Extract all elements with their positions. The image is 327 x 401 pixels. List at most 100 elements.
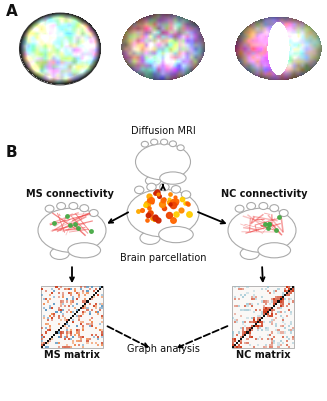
Bar <box>64 317 66 319</box>
Bar <box>238 340 240 342</box>
Bar <box>267 309 269 311</box>
Bar <box>250 336 253 338</box>
Bar <box>236 305 238 307</box>
Bar <box>280 298 282 300</box>
Bar <box>238 346 240 348</box>
Bar <box>247 329 249 332</box>
Bar <box>101 336 103 338</box>
Bar <box>280 311 282 313</box>
Bar <box>250 329 253 332</box>
Bar <box>41 286 103 348</box>
Bar <box>250 321 253 323</box>
Bar <box>286 336 288 338</box>
Bar <box>91 325 93 327</box>
Bar <box>271 315 273 317</box>
Bar <box>60 327 62 329</box>
Bar <box>269 346 271 348</box>
Bar <box>72 296 74 298</box>
Bar <box>278 307 280 309</box>
Bar <box>284 327 286 329</box>
Bar <box>97 344 99 346</box>
Ellipse shape <box>135 144 191 180</box>
Bar <box>41 288 43 290</box>
Bar <box>53 313 56 315</box>
Bar <box>84 311 86 313</box>
Bar <box>70 334 72 336</box>
Bar <box>82 344 84 346</box>
Bar <box>53 315 56 317</box>
Bar <box>66 288 68 290</box>
Bar <box>70 302 72 305</box>
Bar <box>273 336 275 338</box>
Bar <box>66 319 68 321</box>
Bar <box>238 344 240 346</box>
Bar <box>249 327 250 329</box>
Bar <box>232 317 234 319</box>
Bar <box>234 321 236 323</box>
Bar <box>64 319 66 321</box>
Bar <box>101 286 103 288</box>
Bar <box>66 329 68 332</box>
Bar <box>240 340 242 342</box>
Bar <box>58 342 60 344</box>
Bar <box>250 296 253 298</box>
Ellipse shape <box>228 208 296 253</box>
Bar <box>290 311 292 313</box>
Bar <box>62 296 64 298</box>
Bar <box>261 338 263 340</box>
Bar <box>60 319 62 321</box>
Bar <box>269 309 271 311</box>
Bar <box>66 334 68 336</box>
Bar <box>47 317 49 319</box>
Bar <box>66 311 68 313</box>
Bar <box>82 321 84 323</box>
Ellipse shape <box>147 183 156 191</box>
Bar <box>62 309 64 311</box>
Bar <box>86 338 89 340</box>
Bar <box>78 309 80 311</box>
Bar <box>253 346 255 348</box>
Bar <box>89 338 91 340</box>
Bar <box>263 307 265 309</box>
Bar <box>101 321 103 323</box>
Bar <box>45 309 47 311</box>
Bar <box>292 290 294 292</box>
Bar <box>56 342 58 344</box>
Bar <box>259 315 261 317</box>
Bar <box>267 300 269 302</box>
Bar <box>284 298 286 300</box>
Bar <box>271 313 273 315</box>
Bar <box>278 296 280 298</box>
Bar <box>95 311 97 313</box>
Bar <box>60 336 62 338</box>
Bar <box>99 309 101 311</box>
Ellipse shape <box>141 141 148 147</box>
Bar <box>49 294 51 296</box>
Ellipse shape <box>140 232 160 245</box>
Bar <box>80 307 82 309</box>
Bar <box>60 311 62 313</box>
Bar <box>253 296 255 298</box>
Bar <box>80 336 82 338</box>
Bar <box>257 302 259 305</box>
Bar <box>280 305 282 307</box>
Bar <box>51 307 53 309</box>
Bar <box>253 321 255 323</box>
Bar <box>234 305 236 307</box>
Bar <box>263 321 265 323</box>
Bar <box>273 342 275 344</box>
Bar <box>244 294 247 296</box>
Bar <box>282 325 284 327</box>
Bar <box>74 334 76 336</box>
Bar <box>273 292 275 294</box>
Bar <box>64 323 66 325</box>
Bar <box>250 302 253 305</box>
Bar <box>269 302 271 305</box>
Bar <box>265 288 267 290</box>
Bar <box>68 338 70 340</box>
Bar <box>290 313 292 315</box>
Bar <box>43 342 45 344</box>
Text: NC connectivity: NC connectivity <box>221 188 307 198</box>
Ellipse shape <box>69 203 78 209</box>
Bar <box>58 332 60 334</box>
